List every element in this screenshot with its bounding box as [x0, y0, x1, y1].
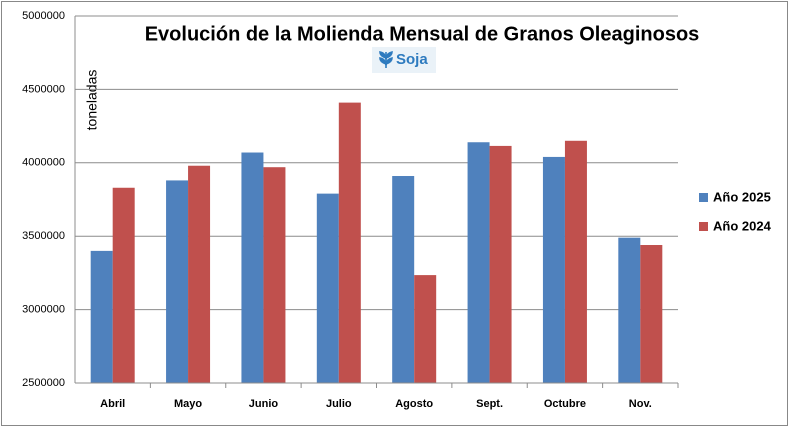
sprout-icon [379, 51, 393, 68]
bar [640, 245, 663, 383]
bar [166, 180, 189, 383]
bar [414, 275, 437, 383]
bar [90, 250, 113, 383]
x-tick-label: Agosto [395, 398, 433, 410]
chart-title: Evolución de la Molienda Mensual de Gran… [145, 23, 700, 45]
bar [241, 152, 264, 383]
bar [618, 237, 641, 383]
y-tick-label: 3500000 [22, 230, 65, 242]
y-tick-label: 2500000 [22, 377, 65, 389]
bar [392, 176, 415, 383]
bar [489, 145, 512, 383]
y-tick-label: 4500000 [22, 83, 65, 95]
y-tick-label: 3000000 [22, 304, 65, 316]
bar [564, 140, 587, 383]
bar [316, 193, 339, 383]
bar [112, 187, 135, 383]
x-tick-label: Nov. [629, 398, 652, 410]
x-tick-label: Octubre [544, 398, 586, 410]
legend-swatch [699, 193, 708, 202]
x-tick-label: Julio [326, 398, 352, 410]
chart-subtitle: Soja [396, 51, 428, 68]
x-tick-label: Sept. [476, 398, 503, 410]
y-tick-label: 4000000 [22, 157, 65, 169]
x-tick-label: Mayo [174, 398, 202, 410]
bar [263, 167, 286, 383]
legend-swatch [699, 222, 708, 231]
y-tick-label: 5000000 [22, 10, 65, 22]
legend-label: Año 2025 [713, 189, 771, 204]
y-axis-label: toneladas [84, 70, 100, 131]
x-tick-label: Abril [100, 398, 125, 410]
legend-label: Año 2024 [713, 218, 772, 233]
x-tick-label: Junio [249, 398, 279, 410]
bar [542, 156, 565, 383]
bar [467, 142, 490, 383]
bar [338, 102, 361, 383]
bar [188, 165, 211, 383]
